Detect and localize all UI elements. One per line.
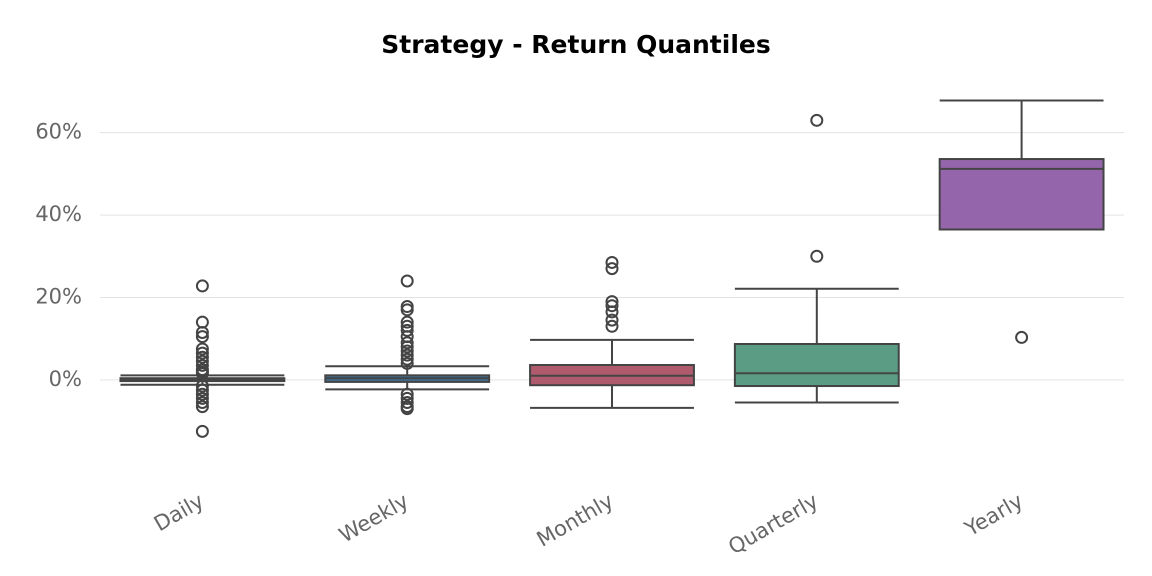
outlier bbox=[400, 303, 414, 317]
outlier bbox=[605, 305, 619, 319]
y-tick-label: 0% bbox=[49, 367, 82, 391]
outlier bbox=[400, 348, 414, 362]
outlier bbox=[400, 356, 414, 370]
outlier bbox=[195, 379, 209, 393]
outlier bbox=[605, 255, 619, 269]
y-tick-label: 20% bbox=[35, 284, 82, 308]
outlier bbox=[1015, 330, 1029, 344]
box bbox=[938, 158, 1105, 231]
chart-title: Strategy - Return Quantiles bbox=[381, 30, 770, 59]
y-tick-label: 60% bbox=[35, 120, 82, 144]
x-tick-label: Yearly bbox=[960, 489, 1027, 542]
outlier bbox=[195, 350, 209, 364]
outlier bbox=[400, 344, 414, 358]
outlier bbox=[400, 323, 414, 337]
outlier bbox=[400, 352, 414, 366]
outlier bbox=[605, 299, 619, 313]
x-tick-label: Weekly bbox=[335, 489, 413, 548]
outlier bbox=[195, 279, 209, 293]
outlier bbox=[605, 262, 619, 276]
outlier bbox=[195, 424, 209, 438]
x-tick-label: Monthly bbox=[533, 489, 618, 552]
outlier bbox=[400, 274, 414, 288]
outlier bbox=[400, 336, 414, 350]
outlier bbox=[195, 330, 209, 344]
outlier bbox=[810, 249, 824, 263]
outlier bbox=[195, 367, 209, 381]
outlier bbox=[195, 342, 209, 356]
outlier bbox=[195, 391, 209, 405]
x-tick-label: Daily bbox=[150, 489, 208, 536]
y-tick-label: 40% bbox=[35, 202, 82, 226]
outlier bbox=[400, 387, 414, 401]
outlier bbox=[400, 315, 414, 329]
outlier bbox=[400, 396, 414, 410]
box bbox=[733, 343, 900, 388]
outlier bbox=[810, 113, 824, 127]
outlier bbox=[195, 396, 209, 410]
outlier bbox=[605, 313, 619, 327]
outlier bbox=[195, 400, 209, 414]
outlier bbox=[400, 340, 414, 354]
x-tick-label: Quarterly bbox=[724, 489, 822, 559]
outlier bbox=[605, 319, 619, 333]
outlier bbox=[195, 358, 209, 372]
outlier bbox=[195, 346, 209, 360]
outlier bbox=[195, 383, 209, 397]
outlier bbox=[195, 387, 209, 401]
outlier bbox=[195, 325, 209, 339]
outlier bbox=[400, 402, 414, 416]
